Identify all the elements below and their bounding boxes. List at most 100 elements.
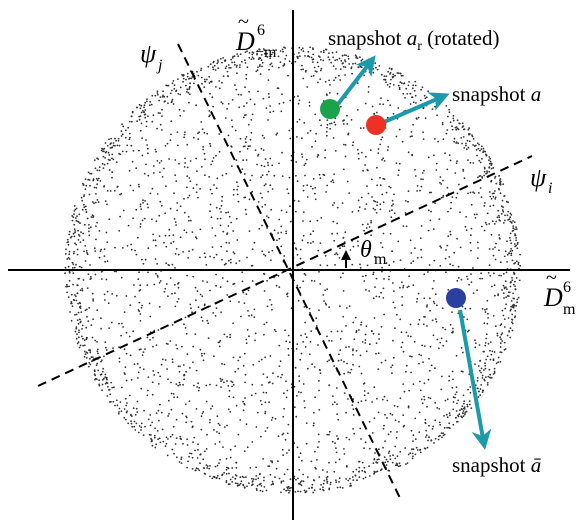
cloud-point bbox=[104, 373, 107, 376]
cloud-point bbox=[140, 111, 143, 114]
cloud-point bbox=[407, 335, 410, 337]
cloud-point bbox=[363, 470, 366, 473]
cloud-point bbox=[517, 263, 520, 266]
cloud-point bbox=[380, 468, 383, 471]
cloud-point bbox=[195, 183, 198, 186]
cloud-point bbox=[219, 224, 222, 227]
cloud-point bbox=[345, 478, 347, 480]
cloud-point bbox=[388, 450, 391, 453]
cloud-point bbox=[440, 246, 443, 249]
cloud-point bbox=[316, 61, 319, 64]
cloud-point bbox=[434, 419, 437, 422]
cloud-point bbox=[366, 169, 369, 172]
cloud-point bbox=[195, 237, 198, 240]
cloud-point bbox=[430, 210, 432, 213]
cloud-point bbox=[103, 163, 106, 166]
cloud-point bbox=[175, 180, 178, 183]
cloud-point bbox=[189, 367, 191, 369]
cloud-point bbox=[242, 159, 245, 162]
cloud-point bbox=[225, 65, 228, 68]
cloud-point bbox=[371, 105, 374, 108]
cloud-point bbox=[216, 464, 219, 467]
cloud-point bbox=[481, 145, 483, 148]
cloud-point bbox=[359, 127, 362, 130]
cloud-point bbox=[256, 69, 259, 72]
cloud-point bbox=[99, 250, 102, 253]
cloud-point bbox=[483, 350, 485, 353]
cloud-point bbox=[517, 296, 520, 299]
cloud-point bbox=[252, 483, 254, 486]
cloud-point bbox=[495, 220, 498, 223]
cloud-point bbox=[184, 327, 187, 329]
cloud-point bbox=[81, 289, 84, 292]
cloud-point bbox=[460, 278, 463, 281]
cloud-point bbox=[252, 57, 255, 60]
cloud-point bbox=[288, 129, 291, 132]
cloud-point bbox=[281, 373, 283, 376]
cloud-point bbox=[71, 305, 74, 308]
cloud-point bbox=[300, 48, 303, 51]
cloud-point bbox=[406, 286, 409, 289]
cloud-point bbox=[303, 306, 306, 308]
cloud-point bbox=[145, 125, 148, 128]
cloud-point bbox=[347, 133, 349, 136]
cloud-point bbox=[344, 155, 347, 158]
cloud-point bbox=[509, 250, 512, 253]
cloud-point bbox=[398, 88, 401, 91]
cloud-point bbox=[85, 250, 88, 252]
cloud-point bbox=[274, 476, 276, 478]
cloud-point bbox=[225, 480, 228, 482]
cloud-point bbox=[514, 234, 517, 237]
cloud-point bbox=[250, 131, 253, 134]
cloud-point bbox=[165, 436, 168, 439]
cloud-point bbox=[230, 261, 232, 264]
cloud-point bbox=[95, 364, 98, 366]
cloud-point bbox=[490, 167, 493, 170]
cloud-point bbox=[388, 185, 390, 188]
cloud-point bbox=[298, 46, 301, 49]
cloud-point bbox=[239, 356, 241, 358]
cloud-point bbox=[167, 84, 170, 87]
cloud-point bbox=[368, 290, 370, 292]
cloud-point bbox=[112, 158, 115, 161]
cloud-point bbox=[155, 344, 158, 346]
cloud-point bbox=[246, 446, 249, 449]
cloud-point bbox=[395, 135, 398, 138]
cloud-point bbox=[297, 477, 299, 480]
cloud-point bbox=[136, 120, 139, 123]
cloud-point bbox=[500, 323, 503, 326]
cloud-point bbox=[316, 459, 318, 461]
cloud-point bbox=[140, 426, 143, 429]
cloud-point bbox=[215, 273, 218, 276]
cloud-point bbox=[495, 362, 498, 365]
cloud-point bbox=[200, 316, 203, 319]
cloud-point bbox=[328, 433, 330, 436]
cloud-point bbox=[130, 420, 133, 423]
cloud-point bbox=[447, 115, 449, 118]
cloud-point bbox=[185, 84, 187, 87]
cloud-point bbox=[234, 63, 236, 66]
cloud-point bbox=[271, 382, 274, 385]
cloud-point bbox=[420, 178, 422, 181]
cloud-point bbox=[408, 275, 411, 278]
cloud-point bbox=[431, 287, 434, 290]
cloud-point bbox=[490, 162, 493, 165]
cloud-point bbox=[277, 274, 280, 277]
cloud-point bbox=[74, 294, 76, 296]
cloud-point bbox=[427, 378, 430, 381]
cloud-point bbox=[186, 175, 189, 178]
cloud-point bbox=[183, 323, 185, 326]
cloud-point bbox=[349, 249, 352, 251]
cloud-point bbox=[88, 223, 90, 226]
cloud-point bbox=[471, 135, 474, 138]
cloud-point bbox=[167, 378, 169, 381]
cloud-point bbox=[144, 101, 147, 104]
cloud-point bbox=[139, 226, 142, 228]
cloud-point bbox=[115, 139, 117, 142]
cloud-point bbox=[332, 395, 334, 397]
cloud-point bbox=[83, 206, 86, 209]
cloud-point bbox=[281, 151, 283, 154]
cloud-point bbox=[74, 242, 76, 245]
cloud-point bbox=[168, 264, 170, 267]
cloud-point bbox=[506, 295, 509, 297]
